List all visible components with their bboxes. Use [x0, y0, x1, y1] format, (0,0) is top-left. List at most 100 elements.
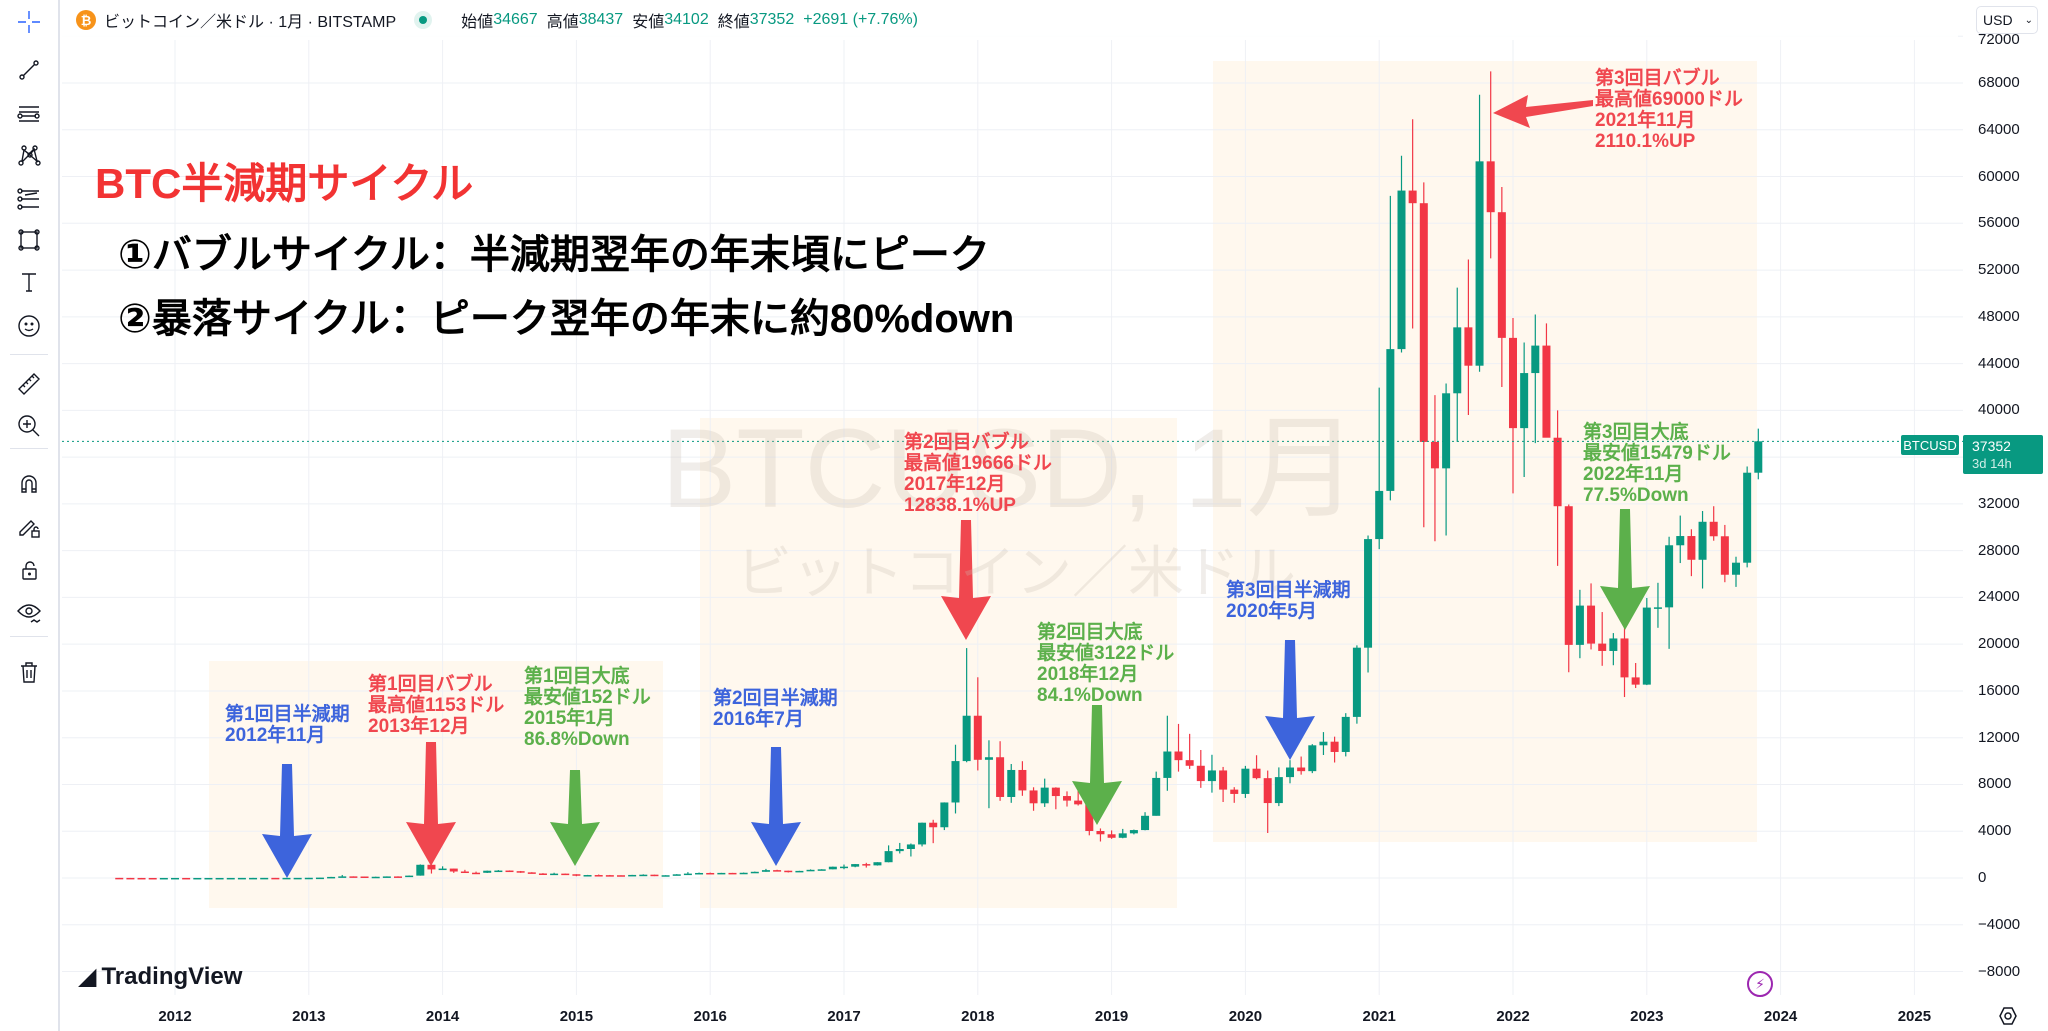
candle-body: [1386, 349, 1395, 491]
candle-body: [1587, 605, 1596, 644]
candle: [1531, 314, 1540, 444]
candle-body: [1430, 441, 1439, 469]
annotation-line: 第1回目大底: [524, 666, 630, 687]
tradingview-logo[interactable]: ◢ TradingView: [78, 962, 242, 991]
eye-icon: [17, 604, 41, 623]
chart-note-title: BTC半減期サイクル: [95, 160, 474, 207]
trend-line-tool[interactable]: [13, 54, 45, 86]
time-tick: 2022: [1496, 1008, 1530, 1025]
rectangle-icon: [18, 229, 40, 251]
ruler-tool[interactable]: [13, 368, 45, 400]
text-tool[interactable]: [13, 266, 45, 298]
annotation-line: 2020年5月: [1226, 601, 1317, 622]
magnet-tool[interactable]: [13, 468, 45, 500]
annotation-line: 2015年1月: [524, 708, 615, 729]
candle: [1141, 812, 1150, 831]
time-tick: 2019: [1094, 1008, 1129, 1025]
annotation-line: 第3回目バブル: [1595, 68, 1720, 89]
candle-body: [851, 864, 860, 867]
candle: [1040, 778, 1049, 807]
candle-body: [1007, 769, 1016, 797]
candle-body: [661, 875, 670, 877]
candle: [1598, 612, 1607, 666]
emoji-tool[interactable]: [13, 310, 45, 342]
candle-body: [1163, 751, 1172, 778]
candle: [1497, 187, 1506, 387]
annotation-red[interactable]: 第2回目バブル 最高値19666ドル 2017年12月 12838.1%UP: [904, 432, 1052, 516]
candle: [193, 877, 202, 880]
annotation-blue[interactable]: 第2回目半減期 2016年7月: [713, 688, 838, 730]
candle: [1631, 663, 1640, 689]
horizontal-lines-tool[interactable]: [13, 98, 45, 130]
lightning-icon[interactable]: ⚡: [1747, 971, 1773, 997]
time-tick: 2021: [1362, 1008, 1396, 1025]
candle-body: [1631, 677, 1640, 685]
price-tick: 60000: [1978, 167, 2020, 185]
candle-body: [605, 875, 614, 877]
zoom-in-tool[interactable]: [13, 410, 45, 442]
candle: [1263, 770, 1272, 833]
candle: [1430, 395, 1439, 542]
time-tick: 2024: [1763, 1008, 1798, 1025]
candle-body: [1609, 638, 1618, 651]
trash-tool[interactable]: [13, 656, 45, 688]
candle-body: [148, 877, 157, 880]
candle-body: [338, 876, 347, 878]
price-tick: 40000: [1978, 401, 2020, 419]
candle-body: [193, 877, 202, 880]
annotation-red[interactable]: 第3回目バブル 最高値69000ドル 2021年11月 2110.1%UP: [1595, 68, 1743, 152]
candle-body: [951, 761, 960, 803]
candle: [1587, 583, 1596, 650]
candle-body: [717, 872, 726, 875]
candle: [1319, 732, 1328, 756]
note-point-2: ②暴落サイクル：ピーク翌年の年末に約80%down: [118, 297, 1015, 341]
candle-body: [1029, 790, 1038, 804]
annotation-arrows: [262, 95, 1650, 878]
candle-body: [349, 876, 358, 878]
candle: [1051, 787, 1060, 810]
candle: [750, 871, 759, 874]
currency-select[interactable]: USD ⌄: [1976, 6, 2038, 34]
annotation-blue[interactable]: 第3回目半減期 2020年5月: [1226, 580, 1351, 622]
annotation-line: 2018年12月: [1037, 664, 1139, 685]
lock-drawing-tool[interactable]: [13, 510, 45, 542]
rectangle-tool[interactable]: [13, 224, 45, 256]
annotation-green[interactable]: 第2回目大底 最安値3122ドル 2018年12月 84.1%Down: [1037, 622, 1174, 706]
candle: [639, 874, 648, 877]
eye-tool[interactable]: [13, 596, 45, 628]
candle-body: [1509, 337, 1517, 429]
candle: [1620, 626, 1629, 698]
candle-body: [505, 870, 514, 873]
fib-tool[interactable]: [13, 183, 45, 215]
trash-icon: [21, 662, 37, 683]
crosshair-tool[interactable]: [13, 6, 45, 38]
candle: [1386, 195, 1395, 501]
candle-body: [795, 870, 804, 873]
annotation-red[interactable]: 第1回目バブル 最高値1153ドル 2013年12月: [368, 674, 504, 737]
market-status-icon[interactable]: [414, 11, 433, 29]
candle: [260, 877, 269, 880]
pattern-tool[interactable]: [13, 140, 45, 172]
candle: [962, 648, 971, 763]
symbol-title[interactable]: ビットコイン／米ドル · 1月 · BITSTAMP: [104, 14, 397, 31]
settings-icon[interactable]: [1998, 1006, 2018, 1026]
candle-body: [594, 875, 603, 877]
candle-body: [873, 862, 882, 866]
candle: [1375, 387, 1384, 550]
annotation-blue[interactable]: 第1回目半減期 2012年11月: [225, 704, 350, 746]
candle-body: [494, 870, 503, 873]
annotation-green[interactable]: 第1回目大底 最安値152ドル 2015年1月 86.8%Down: [524, 666, 651, 750]
candle: [650, 874, 659, 877]
tradingview-logo-text: TradingView: [101, 962, 243, 990]
candle: [1364, 535, 1373, 673]
candle-body: [1687, 536, 1696, 560]
candle-body: [1475, 161, 1484, 366]
candle: [237, 877, 246, 880]
lock-tool[interactable]: [13, 554, 45, 586]
annotation-green[interactable]: 第3回目大底 最安値15479ドル 2022年11月 77.5%Down: [1583, 422, 1731, 506]
time-tick: 2014: [425, 1008, 460, 1025]
candle-body: [293, 877, 302, 880]
annotation-line: 2016年7月: [713, 709, 804, 730]
candle: [795, 870, 804, 873]
